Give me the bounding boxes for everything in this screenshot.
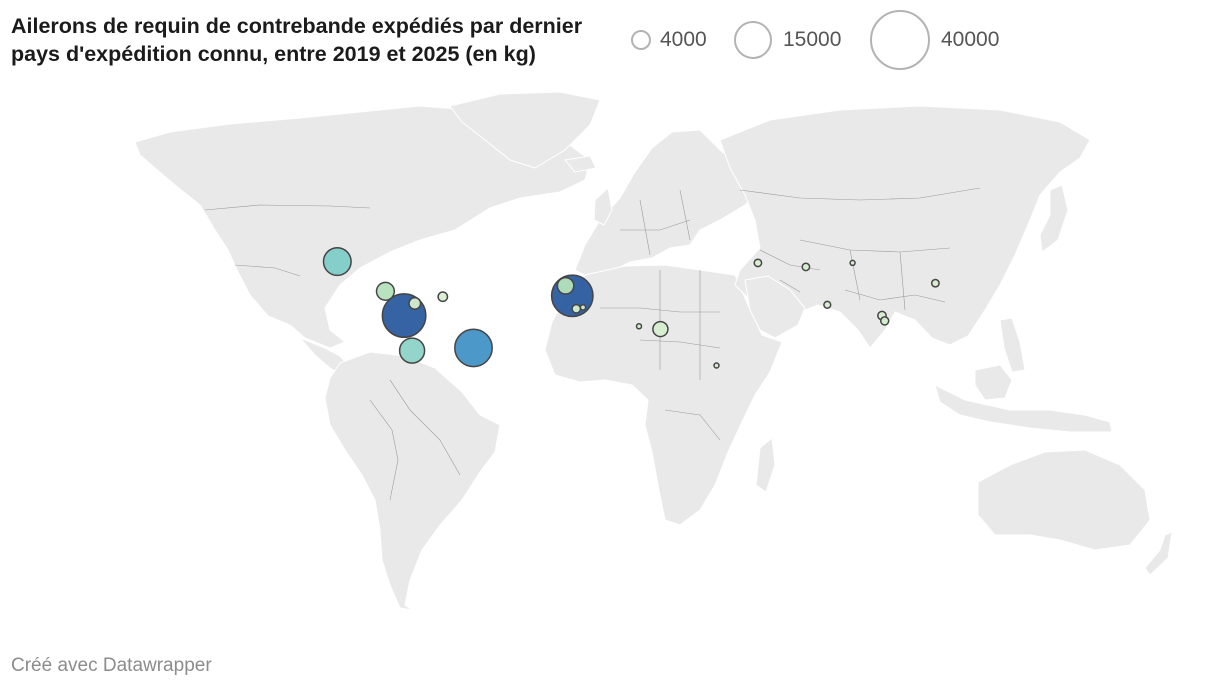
world-map <box>134 91 1173 611</box>
border-africa-mid <box>639 339 721 349</box>
legend-label-medium: 15000 <box>783 28 842 51</box>
border-china-india <box>844 289 946 303</box>
shipment-bubble[interactable] <box>930 278 940 288</box>
shipment-bubble[interactable] <box>375 281 396 301</box>
landmass-japan <box>1039 184 1069 253</box>
shipment-bubble[interactable] <box>801 262 811 272</box>
border-asia-mid <box>799 239 951 311</box>
shipment-bubble[interactable] <box>652 320 669 338</box>
landmass-greenland <box>449 91 601 169</box>
landmass-new-zealand <box>1144 531 1173 576</box>
shipment-bubble[interactable] <box>398 337 426 364</box>
shipment-bubble[interactable] <box>635 323 643 330</box>
bubble-layer <box>322 247 940 369</box>
border-canada-usa <box>204 204 371 211</box>
shipment-bubble[interactable] <box>437 291 449 303</box>
legend-circle-medium <box>734 21 772 59</box>
border-africa-vertical <box>659 270 701 380</box>
legend-label-small: 4000 <box>660 28 707 51</box>
shipment-bubble[interactable] <box>879 316 890 326</box>
landmass-indonesia <box>934 384 1113 433</box>
landmass-borneo <box>974 364 1013 401</box>
landmass-arabia <box>744 275 806 339</box>
shipment-bubble[interactable] <box>579 304 587 311</box>
shipment-bubble[interactable] <box>408 296 422 310</box>
size-legend-circles <box>631 10 930 70</box>
landmass-britain <box>593 187 613 226</box>
landmass-asia <box>719 105 1091 349</box>
shipment-bubble[interactable] <box>713 362 720 369</box>
shipment-bubble[interactable] <box>556 276 575 295</box>
legend-circle-small <box>631 30 651 50</box>
landmass-philippines <box>999 317 1026 373</box>
shipment-bubble[interactable] <box>849 259 856 267</box>
border-usa-mexico <box>234 264 301 277</box>
border-brazil <box>389 379 461 476</box>
border-europe <box>620 189 691 256</box>
legend-circle-large <box>870 10 930 70</box>
shipment-bubble[interactable] <box>322 247 352 277</box>
shipment-bubble[interactable] <box>454 328 493 368</box>
size-legend: 4000 15000 40000 <box>600 0 1160 80</box>
border-africa-south <box>664 409 721 441</box>
border-russia <box>739 187 981 201</box>
landmass-iceland <box>564 155 597 173</box>
landmass-south-america <box>324 351 501 611</box>
border-andes <box>369 399 399 501</box>
landmass-madagascar <box>755 437 776 493</box>
footer-credit: Créé avec Datawrapper <box>11 655 212 676</box>
land-layer <box>134 91 1173 611</box>
shipment-bubble[interactable] <box>753 258 763 268</box>
legend-label-large: 40000 <box>941 28 1000 51</box>
landmass-australia <box>977 449 1151 551</box>
shipment-bubble[interactable] <box>823 300 832 309</box>
border-layer <box>204 187 981 501</box>
map-title: Ailerons de requin de contrebande expédi… <box>11 14 583 66</box>
shipment-bubble[interactable] <box>571 303 582 314</box>
